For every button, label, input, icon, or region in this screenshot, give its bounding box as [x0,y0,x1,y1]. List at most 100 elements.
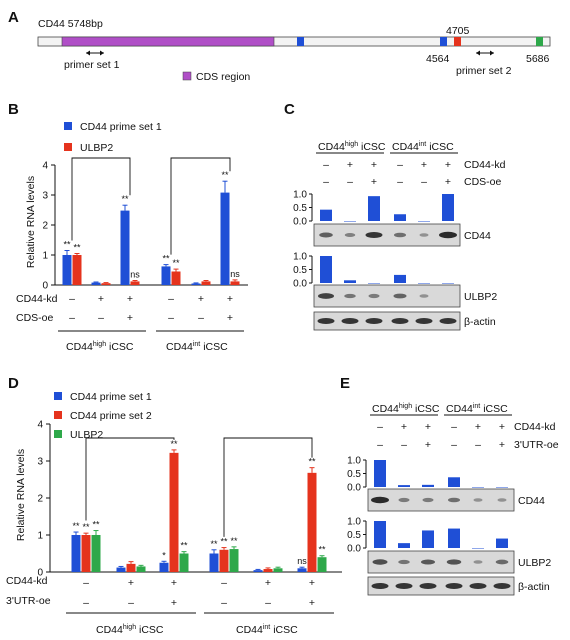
bar [418,283,430,284]
blot-band [341,317,359,325]
blot-band [317,317,335,325]
blot-strip [313,223,461,247]
bar [120,210,130,285]
row-label-cd44-kd: CD44-kd [514,421,556,433]
header-cd44-int: CD44int iCSC [392,141,454,153]
significance-label: ** [162,254,170,264]
sign-rows-e: – + + – + + – – + – – + [377,421,505,451]
bar [368,196,380,221]
bar [442,283,454,284]
legend-swatch-cd44-set1 [64,122,72,130]
condition-sign: – [397,159,403,171]
row-label-3utr-oe: 3'UTR-oe [514,439,559,451]
pos-5686-label: 5686 [526,53,550,65]
gene-bar [37,36,551,47]
bar [374,521,386,548]
bar [368,283,380,284]
y-tick-label: 1.0 [347,456,361,467]
y-tick-label: 0.5 [347,469,361,480]
condition-sign: + [128,577,134,589]
blot-band [419,582,437,590]
row-label-cds-oe: CDS-oe [16,312,54,324]
condition-sign: – [451,439,457,451]
bar [448,528,460,548]
blot-band [439,231,457,239]
condition-sign: – [98,312,104,324]
condition-sign: + [309,577,315,589]
blot-band [317,293,335,299]
gene-label: CD44 5748bp [38,18,103,30]
blot-band [493,582,511,590]
blot-band [497,498,507,502]
blot-band [393,293,407,299]
bar [101,283,111,285]
panel-label-b: B [8,101,19,118]
blot-label: β-actin [464,316,496,328]
bar [159,562,169,572]
bar [81,535,91,572]
legend-label-ulbp2: ULBP2 [70,429,103,441]
condition-sign: + [127,312,133,324]
condition-sign: + [401,421,407,433]
legend-label-cd44-set1: CD44 prime set 1 [70,391,152,403]
bar [136,566,146,572]
significance-label: ns [297,556,307,566]
y-axis-label: Relative RNA levels [25,176,37,268]
condition-sign: – [397,176,403,188]
condition-sign: – [401,439,407,451]
bar [472,548,484,549]
bar [220,192,230,285]
blot-band [371,496,389,504]
condition-sign: + [98,293,104,305]
condition-sign: + [445,176,451,188]
bar [229,549,239,572]
blot-band [365,317,383,325]
comparison-bracket [170,157,231,255]
condition-sign: + [265,577,271,589]
bar [472,487,484,488]
bar [398,485,410,487]
significance-label: ** [73,243,81,253]
legend-label-ulbp2: ULBP2 [80,142,113,154]
cds-legend-label: CDS region [196,71,250,83]
blot-strip [367,576,515,596]
chart-e-plot: 0.0 0.5 1.0 0.0 0.5 1.0 CD44 ULBP2 β-actin [347,456,551,596]
condition-sign: – [83,577,89,589]
bar [442,194,454,221]
group-label-int: CD44int iCSC [236,624,298,636]
condition-sign: – [221,597,227,609]
condition-sign: – [475,439,481,451]
panel-label-e: E [340,375,350,392]
bar [394,274,406,283]
bar [130,281,140,285]
bar [161,266,171,285]
comparison-bracket [223,437,313,537]
bar [62,255,72,285]
row-label-cds-oe: CDS-oe [464,176,502,188]
condition-sign: + [309,597,315,609]
blot-band [372,559,388,565]
condition-sign: – [69,312,75,324]
y-tick-label: 3 [42,191,48,202]
bar [209,553,219,572]
group-label-int: CD44int iCSC [166,341,228,353]
bar [374,460,386,487]
header-cd44-high: CD44high iCSC [318,141,386,153]
panel-label-c: C [284,101,295,118]
bar [418,221,430,222]
panel-label-d: D [8,375,19,392]
blot-band [495,559,509,565]
bar [344,221,356,222]
condition-sign: – [421,176,427,188]
significance-label: ** [170,439,178,449]
comparison-bracket [85,437,175,521]
blot-band [445,582,463,590]
blot-band [371,582,389,590]
condition-sign: + [475,421,481,433]
y-tick-label: 1.0 [293,252,307,263]
blot-strip [313,284,461,308]
blot-band [447,497,461,503]
red-marker [454,37,461,46]
significance-label: ** [72,521,80,531]
blot-band [368,293,380,299]
